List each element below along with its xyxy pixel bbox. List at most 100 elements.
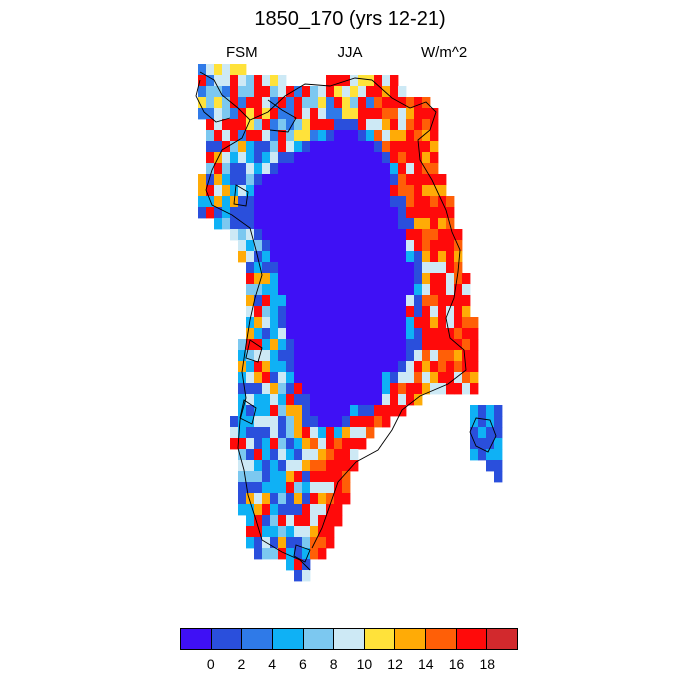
map-cell	[246, 295, 255, 307]
map-cell	[302, 471, 311, 483]
map-cell	[398, 251, 407, 263]
map-cell	[262, 97, 271, 109]
map-cell	[398, 152, 407, 164]
map-cell	[270, 75, 279, 87]
map-cell	[286, 86, 295, 98]
map-cell	[286, 262, 295, 274]
map-cell	[374, 130, 383, 142]
map-cell	[262, 130, 271, 142]
map-cell	[302, 141, 311, 153]
map-cell	[398, 405, 407, 417]
map-cell	[326, 86, 335, 98]
map-cell	[422, 339, 431, 351]
map-cell	[254, 515, 263, 527]
map-cell	[302, 207, 311, 219]
map-cell	[262, 196, 271, 208]
map-cell	[406, 229, 415, 241]
map-cell	[454, 383, 463, 395]
map-cell	[294, 559, 303, 571]
map-cell	[350, 108, 359, 120]
map-cell	[254, 218, 263, 230]
map-cell	[294, 394, 303, 406]
map-cell	[342, 394, 351, 406]
map-cell	[326, 262, 335, 274]
map-cell	[310, 174, 319, 186]
map-cell	[270, 482, 279, 494]
map-cell	[382, 207, 391, 219]
map-cell	[430, 361, 439, 373]
map-cell	[254, 174, 263, 186]
map-cell	[278, 317, 287, 329]
map-cell	[270, 493, 279, 505]
map-cell	[326, 460, 335, 472]
map-cell	[278, 306, 287, 318]
map-cell	[390, 207, 399, 219]
map-cell	[350, 86, 359, 98]
map-cell	[270, 240, 279, 252]
map-cell	[406, 163, 415, 175]
map-cell	[238, 75, 247, 87]
map-cell	[246, 427, 255, 439]
map-cell	[286, 174, 295, 186]
map-cell	[286, 306, 295, 318]
map-cell	[318, 394, 327, 406]
map-cell	[398, 119, 407, 131]
map-cell	[390, 130, 399, 142]
map-cell	[454, 273, 463, 285]
map-cell	[326, 251, 335, 263]
map-cell	[406, 152, 415, 164]
map-cell	[446, 339, 455, 351]
map-cell	[206, 141, 215, 153]
map-cell	[254, 97, 263, 109]
map-cell	[246, 405, 255, 417]
map-cell	[342, 460, 351, 472]
map-cell	[358, 372, 367, 384]
map-cell	[366, 394, 375, 406]
map-cell	[398, 130, 407, 142]
map-cell	[246, 328, 255, 340]
map-cell	[334, 119, 343, 131]
map-cell	[270, 196, 279, 208]
map-cell	[294, 339, 303, 351]
map-cell	[262, 75, 271, 87]
map-cell	[374, 306, 383, 318]
map-cell	[390, 97, 399, 109]
map-cell	[254, 339, 263, 351]
map-cell	[334, 361, 343, 373]
map-cell	[414, 339, 423, 351]
map-cell	[366, 416, 375, 428]
map-cell	[326, 515, 335, 527]
map-cell	[374, 196, 383, 208]
map-cell	[302, 218, 311, 230]
map-cell	[254, 372, 263, 384]
map-cell	[302, 405, 311, 417]
map-cell	[350, 273, 359, 285]
map-cell	[286, 163, 295, 175]
map-cell	[350, 449, 359, 461]
map-cell	[326, 152, 335, 164]
map-cell	[350, 427, 359, 439]
map-cell	[318, 317, 327, 329]
map-cell	[238, 460, 247, 472]
map-cell	[246, 119, 255, 131]
map-cell	[318, 416, 327, 428]
map-cell	[406, 141, 415, 153]
map-cell	[390, 394, 399, 406]
map-cell	[398, 328, 407, 340]
map-cell	[430, 141, 439, 153]
map-cell	[342, 339, 351, 351]
map-cell	[238, 383, 247, 395]
map-cell	[198, 86, 207, 98]
map-cell	[414, 350, 423, 362]
map-cell	[318, 339, 327, 351]
map-cell	[374, 372, 383, 384]
map-cell	[342, 185, 351, 197]
map-cell	[366, 218, 375, 230]
map-cell	[342, 372, 351, 384]
map-cell	[342, 141, 351, 153]
map-cell	[318, 284, 327, 296]
map-cell	[246, 152, 255, 164]
map-cell	[262, 548, 271, 560]
map-cell	[366, 185, 375, 197]
map-cell	[366, 262, 375, 274]
